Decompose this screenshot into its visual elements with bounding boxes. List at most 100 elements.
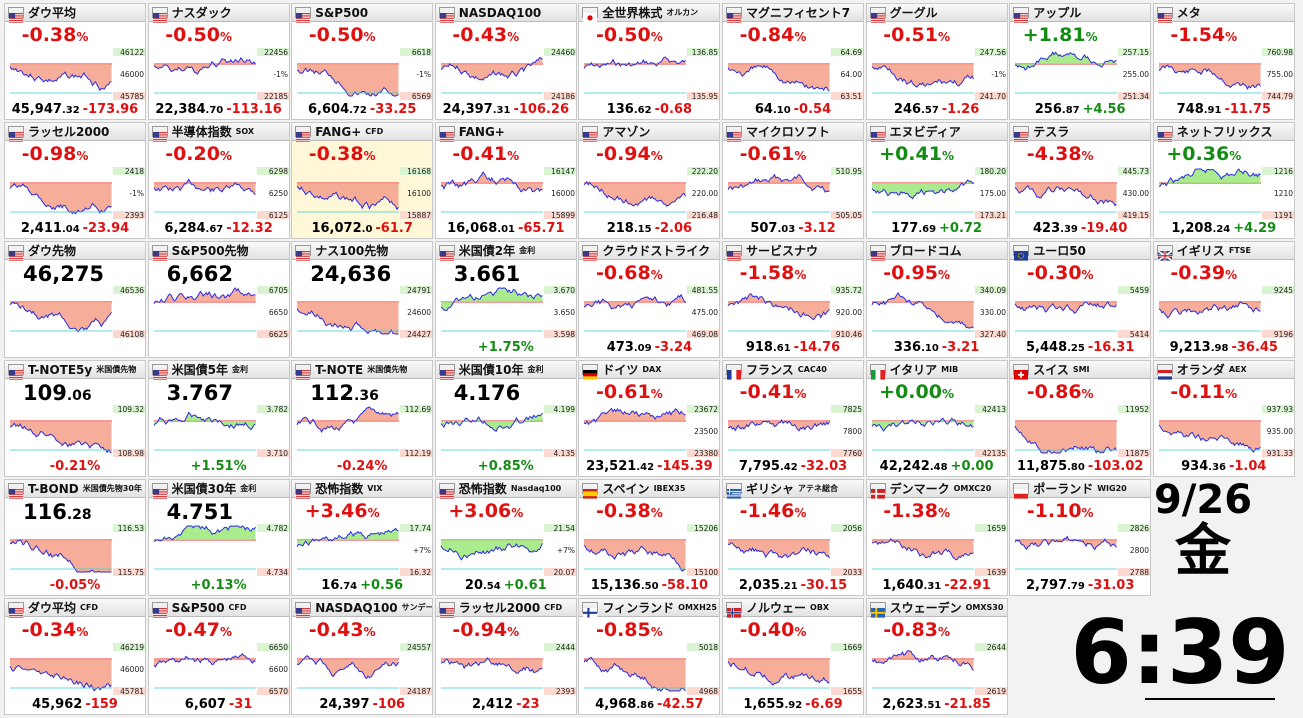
- market-tile[interactable]: 米国債30年 金利 4.751 4.782 4.734 +0.13%: [147, 479, 290, 596]
- market-tile[interactable]: ナスダック -0.50% 22456 -1% 22185 22,384.70 -113.16: [147, 3, 290, 120]
- market-tile[interactable]: S&P500 -0.50% 6618 -1% 6569 6,604.72 -33.25: [291, 3, 434, 120]
- tile-price-row: 1,655.92 -6.69: [725, 697, 861, 712]
- axis-label: 45785: [120, 92, 144, 100]
- axis-label: 24427: [407, 330, 431, 338]
- market-tile[interactable]: FANG+ CFD -0.38% 16168 16100 15887 16,072.0 -61…: [291, 122, 434, 239]
- market-tile[interactable]: ブロードコム -0.95% 340.09 330.00 327.40 336.10 -3.2…: [865, 241, 1008, 358]
- market-tile[interactable]: アマゾン -0.94% 222.20 220.00 216.48 218.15 -2.06: [578, 122, 721, 239]
- tile-name: フランス: [746, 363, 794, 377]
- market-tile[interactable]: T-NOTE5y 米国債先物 109.06 109.32 108.98 -0.21%: [4, 360, 146, 477]
- market-tile[interactable]: スイス SMI -0.86% 11952 11875 11,875.80 -103.02: [1009, 360, 1152, 477]
- market-tile[interactable]: エヌビディア +0.41% 180.20 175.00 173.21 177.69 +0.7…: [865, 122, 1008, 239]
- tile-subname: SOX: [235, 127, 255, 136]
- market-tile[interactable]: オランダ AEX -0.11% 937.93 935.00 931.33 934.36 -1.…: [1152, 360, 1295, 477]
- tile-price-row: 748.91 -11.75: [1156, 102, 1292, 117]
- date-panel: 9/26 金: [1148, 474, 1258, 589]
- flag-us-icon: [295, 7, 312, 23]
- price-dec: .03: [777, 224, 796, 235]
- price-dec: .15: [633, 224, 652, 235]
- market-tile[interactable]: ギリシャ アテネ総合 -1.46% 2056 2033 2,035.21 -30.15: [722, 479, 864, 596]
- market-tile[interactable]: ダウ先物 46,275 46536 46108: [4, 241, 146, 358]
- percent-symbol: %: [520, 459, 534, 474]
- tile-percent: -0.98%: [5, 143, 105, 165]
- axis-label: 15899: [551, 211, 575, 219]
- flag-se-icon: [869, 602, 886, 618]
- market-tile[interactable]: ユーロ50 -0.30% 5459 5414 5,448.25 -16.31: [1009, 241, 1152, 358]
- axis-label: 2644: [987, 643, 1006, 652]
- price-change: -0.68: [654, 102, 693, 117]
- percent-symbol: %: [1081, 149, 1094, 163]
- market-tile[interactable]: ラッセル2000 CFD -0.94% 2444 2393 2,412 -23: [434, 598, 577, 715]
- tile-name: クラウドストライク: [602, 244, 711, 258]
- tile-header: NASDAQ100: [435, 4, 576, 23]
- market-tile[interactable]: NASDAQ100 -0.43% 24460 24186 24,397.31 -106.2…: [434, 3, 577, 120]
- market-tile[interactable]: クラウドストライク -0.68% 481.55 475.00 469.08 473.09-…: [578, 241, 721, 358]
- clock: 6:39: [1070, 601, 1290, 704]
- market-tile[interactable]: マグニフィセント7 -0.84% 64.69 64.00 63.51 64.10 -0.54: [722, 3, 864, 120]
- market-tile[interactable]: スペイン IBEX35 -0.38% 15206 15100 15,136.50 -58.1…: [578, 479, 721, 596]
- market-tile[interactable]: ネットフリックス +0.36% 1216 1210 1191 1,208.24 +4.29: [1152, 122, 1295, 239]
- market-tile[interactable]: マイクロソフト -0.61% 510.95 505.05 507.03 -3.12: [722, 122, 864, 239]
- flag-us-icon: [582, 126, 599, 142]
- tile-price-row: 45,947.32 -173.96: [7, 102, 143, 117]
- market-tile[interactable]: サービスナウ -1.58% 935.72 920.00 910.46 918.61 -14.…: [722, 241, 864, 358]
- market-tile[interactable]: イギリス FTSE -0.39% 9245 9196 9,213.98 -36.45: [1152, 241, 1295, 358]
- market-tile[interactable]: フィンランド OMXH25 -0.85% 5018 4968 4,968.86 -42.57: [578, 598, 721, 715]
- market-tile[interactable]: メタ -1.54% 760.98 755.00 744.79 748.91 -11.75: [1152, 3, 1295, 120]
- market-tile[interactable]: 全世界株式 オルカン -0.50% 136.85 135.95 136.62 -0.68: [578, 3, 721, 120]
- percent-value: -0.47: [165, 619, 220, 641]
- flag-nl-icon: [1156, 364, 1173, 380]
- percent-symbol: %: [1225, 268, 1238, 282]
- value-int: 116: [23, 500, 67, 524]
- axis-label: 6570: [269, 687, 288, 695]
- market-tile[interactable]: デンマーク OMXC20 -1.38% 1659 1639 1,640.31 -22.91: [865, 479, 1008, 596]
- price-dec: .98: [1210, 343, 1229, 354]
- market-tile[interactable]: フランス CAC40 -0.41% 7825 7800 7760 7,795.42 -32.0…: [722, 360, 864, 477]
- market-tile[interactable]: ポーランド WIG20 -1.10% 2826 2800 2788 2,797.79 -31.…: [1009, 479, 1152, 596]
- market-tile[interactable]: S&P500先物 6,662 6705 6650 6625: [147, 241, 290, 358]
- market-tile[interactable]: ノルウェー OBX -0.40% 1669 1655 1,655.92 -6.69: [722, 598, 864, 715]
- axis-label: 112.69: [405, 405, 431, 414]
- percent-value: -0.85: [595, 619, 651, 641]
- market-tile[interactable]: ダウ平均 -0.38% 46122 46000 45785 45,947.32 -173.9…: [4, 3, 146, 120]
- market-tile[interactable]: 恐怖指数 VIX +3.46% 17.74 +7% 16.32 16.74 +0.56: [291, 479, 434, 596]
- price-change: -159: [85, 697, 118, 712]
- market-tile[interactable]: グーグル -0.51% 247.56 -1% 241.70 246.57 -1.26: [865, 3, 1008, 120]
- market-tile[interactable]: スウェーデン OMXS30 -0.83% 2644 2619 2,623.51 -21.85: [865, 598, 1008, 715]
- market-tile[interactable]: FANG+ -0.41% 16147 16000 15899 16,068.01 -65.7…: [434, 122, 577, 239]
- market-tile[interactable]: 米国債5年 金利 3.767 3.782 3.710 +1.51%: [147, 360, 290, 477]
- market-tile[interactable]: T-NOTE 米国債先物 112.36 112.69 112.19 -0.24%: [291, 360, 434, 477]
- tile-name: マグニフィセント7: [746, 6, 851, 20]
- market-tile[interactable]: ラッセル2000 -0.98% 2418 -1% 2393 2,411.04 -23.94: [4, 122, 146, 239]
- market-tile[interactable]: T-BOND 米国債先物30年 116.28 116.53 115.75 -0.05%: [4, 479, 146, 596]
- axis-label: 9196: [1274, 330, 1293, 338]
- market-tile[interactable]: NASDAQ100 サンデー -0.43% 24557 24187 24,397 -106: [291, 598, 434, 715]
- flag-ch-icon: [1013, 364, 1030, 380]
- market-tile[interactable]: ダウ平均 CFD -0.34% 46219 46000 45781 45,962 -159: [4, 598, 146, 715]
- market-tile[interactable]: 恐怖指数 Nasdaq100 +3.06% 21.54 +7% 20.07 20.54 +0.…: [434, 479, 577, 596]
- percent-symbol: %: [650, 387, 663, 401]
- market-tile[interactable]: 米国債10年 金利 4.176 4.199 4.135 +0.85%: [434, 360, 577, 477]
- percent-symbol: %: [1081, 387, 1094, 401]
- market-tile[interactable]: ナス100先物 24,636 24791 24600 24427: [291, 241, 434, 358]
- market-tile[interactable]: 米国債2年 金利 3.661 3.670 3.650 3.598 +1.75%: [434, 241, 577, 358]
- price-change: -173.96: [82, 102, 139, 117]
- value-dec: .28: [66, 507, 92, 523]
- price-int: 22,384: [155, 102, 206, 117]
- flag-us-icon: [726, 7, 742, 23]
- price-dec: .87: [1061, 105, 1080, 116]
- price-dec: .31: [923, 581, 942, 592]
- percent-value: +0.85: [477, 459, 521, 474]
- axis-label: 2619: [987, 687, 1006, 695]
- market-tile[interactable]: テスラ -4.38% 445.73 430.00 419.15 423.39 -19.40: [1009, 122, 1152, 239]
- mini-chart: 5459 5414: [1014, 286, 1151, 338]
- tile-name: フィンランド: [602, 601, 675, 615]
- percent-value: -0.38: [21, 24, 77, 46]
- market-tile[interactable]: S&P500 CFD -0.47% 6650 6600 6570 6,607 -31: [147, 598, 290, 715]
- market-tile[interactable]: 半導体指数 SOX -0.20% 6298 6250 6125 6,284.67 -12.32: [147, 122, 290, 239]
- tile-price-row: 256.87 +4.56: [1012, 102, 1148, 117]
- market-tile[interactable]: アップル +1.81% 257.15 255.00 251.34 256.87 +4.56: [1009, 3, 1152, 120]
- market-tile[interactable]: ドイツ DAX -0.61% 23672 23500 23380 23,521.42 -145…: [578, 360, 721, 477]
- tile-subname: 金利: [231, 365, 248, 374]
- market-tile[interactable]: イタリア MIB +0.00% 42413 42135 42,242.48 +0.00: [865, 360, 1008, 477]
